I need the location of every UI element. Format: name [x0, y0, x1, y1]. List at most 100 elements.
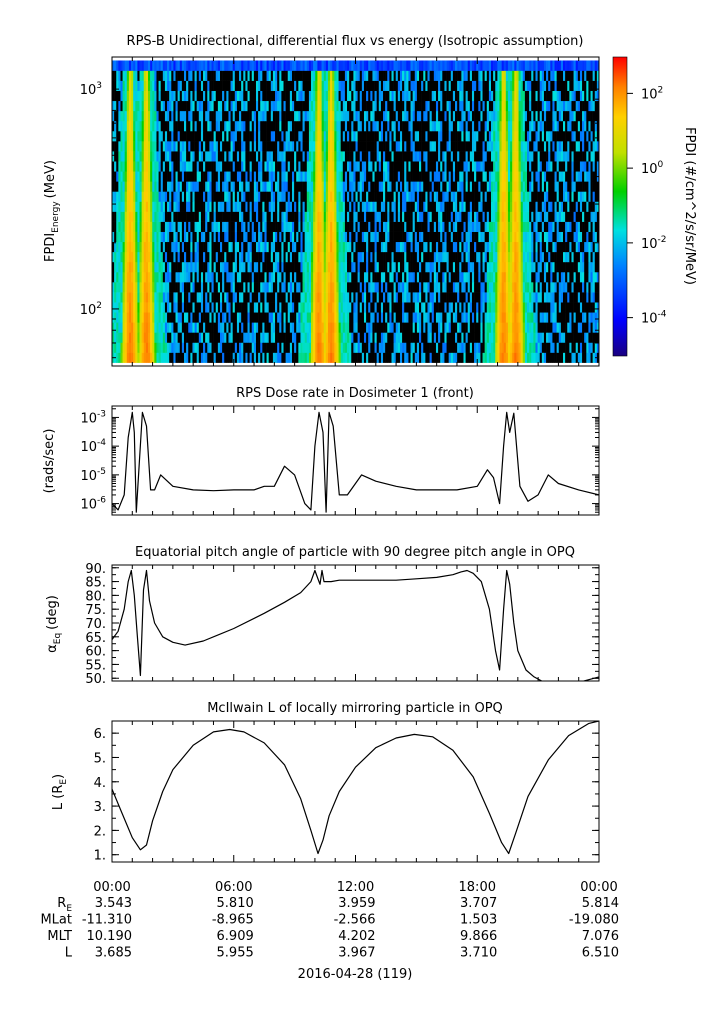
spectrogram-cell: [541, 261, 545, 273]
spectrogram-cell: [588, 151, 591, 162]
spectrogram-cell: [120, 161, 123, 172]
spectrogram-cell: [334, 261, 337, 273]
spectrogram-cell: [336, 261, 339, 273]
spectrogram-cell: [192, 342, 195, 353]
spectrogram-cell: [213, 302, 217, 313]
spectrogram-cell: [255, 211, 259, 222]
spectrogram-cell: [397, 211, 401, 222]
spectrogram-cell: [370, 282, 373, 293]
spectrogram-cell: [258, 261, 261, 273]
spectrogram-cell: [571, 211, 574, 222]
spectrogram-cell: [158, 201, 161, 212]
spectrogram-cell: [425, 312, 428, 323]
spectrogram-cell: [366, 161, 369, 172]
spectrogram-cell: [112, 211, 115, 222]
spectrogram-cell: [465, 322, 469, 333]
spectrogram-cell: [133, 181, 136, 192]
spectrogram-cell: [266, 161, 269, 172]
spectrogram-cell: [596, 191, 599, 202]
spectrogram-cell: [177, 161, 181, 172]
spectrogram-cell: [224, 191, 227, 202]
spectrogram-cell: [520, 231, 524, 243]
spectrogram-cell: [404, 312, 407, 323]
spectrogram-cell: [179, 282, 183, 293]
spectrogram-cell: [366, 151, 369, 162]
spectrogram-cell: [291, 251, 295, 263]
spectrogram-cell: [507, 151, 511, 162]
spectrogram-cell: [253, 231, 257, 243]
spectrogram-cell: [298, 241, 301, 253]
spectrogram-cell: [264, 181, 267, 192]
spectrogram-cell: [332, 221, 335, 232]
spectrogram-cell: [491, 231, 494, 243]
spectrogram-cell: [510, 332, 513, 343]
spectrogram-cell: [577, 211, 581, 222]
spectrogram-cell: [560, 271, 564, 283]
spectrogram-cell: [548, 241, 551, 253]
spectrogram-cell: [497, 221, 500, 232]
spectrogram-cell: [285, 342, 289, 353]
spectrogram-cell: [209, 151, 212, 162]
spectrogram-cell: [552, 211, 555, 222]
spectrogram-cell: [270, 261, 274, 273]
spectrogram-cell: [150, 171, 153, 182]
spectrogram-cell: [243, 201, 246, 212]
spectrogram-cell: [198, 221, 202, 232]
spectrogram-cell: [133, 151, 136, 162]
spectrogram-cell: [169, 161, 172, 172]
spectrogram-cell: [537, 251, 541, 263]
spectrogram-cell: [222, 141, 225, 152]
spectrogram-cell: [228, 332, 231, 343]
spectrogram-cell: [385, 342, 388, 353]
spectrogram-cell: [251, 181, 255, 192]
spectrogram-panel: RPS-B Unidirectional, differential flux …: [43, 34, 697, 367]
spectrogram-cell: [148, 141, 151, 152]
spectrogram-cell: [272, 261, 276, 273]
spectrogram-cell: [114, 312, 117, 323]
spectrogram-cell: [571, 161, 574, 172]
spectrogram-cell: [408, 322, 411, 333]
spectrogram-cell: [579, 292, 583, 303]
spectrogram-cell: [575, 161, 579, 172]
spectrogram-cell: [291, 181, 295, 192]
spectrogram-cell: [291, 342, 295, 353]
spectrogram-cell: [287, 251, 291, 263]
spectrogram-cell: [253, 271, 257, 283]
spectrogram-cell: [198, 241, 202, 253]
spectrogram-cell: [112, 151, 115, 162]
spectrogram-cell: [421, 332, 424, 343]
spectrogram-cell: [484, 231, 488, 243]
spectrogram-cell: [577, 282, 581, 293]
spectrogram-cell: [304, 181, 308, 192]
spectrogram-cell: [308, 292, 312, 303]
spectrogram-cell: [563, 332, 566, 343]
spectrogram-cell: [366, 171, 369, 182]
spectrogram-cell: [380, 322, 384, 333]
spectrogram-cell: [179, 251, 183, 263]
spectrogram-cell: [495, 231, 498, 243]
spectrogram-cell: [315, 181, 318, 192]
spectrogram-cell: [552, 271, 555, 283]
spectrogram-cell: [484, 161, 488, 172]
spectrogram-cell: [120, 332, 123, 343]
spectrogram-cell: [344, 271, 348, 283]
spectrogram-cell: [395, 151, 399, 162]
spectrogram-cell: [402, 181, 405, 192]
spectrogram-cell: [135, 302, 138, 313]
spectrogram-cell: [353, 312, 356, 323]
spectrogram-cell: [169, 282, 172, 293]
spectrogram-cell: [393, 332, 397, 343]
spectrogram-cell: [537, 332, 541, 343]
spectrogram-cell: [239, 171, 242, 182]
spectrogram-cell: [389, 191, 392, 202]
spectrogram-cell: [287, 292, 291, 303]
spectrogram-cell: [383, 282, 386, 293]
spectrogram-cell: [548, 191, 551, 202]
spectrogram-cell: [313, 181, 316, 192]
spectrogram-cell: [169, 352, 172, 363]
spectrogram-cell: [294, 231, 297, 243]
spectrogram-cell: [391, 231, 394, 243]
spectrogram-cell: [467, 251, 471, 263]
spectrogram-cell: [397, 191, 401, 202]
spectrogram-cell: [190, 352, 193, 363]
